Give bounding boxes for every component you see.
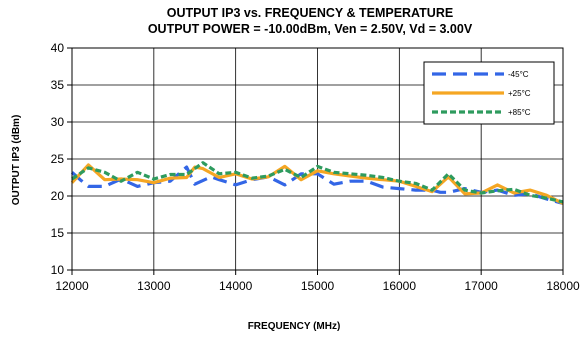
x-tick-label-3: 15000 (301, 279, 335, 293)
x-tick-label-4: 16000 (383, 279, 417, 293)
legend-label-1: +25°C (508, 89, 531, 98)
chart-title-line1: OUTPUT IP3 vs. FREQUENCY & TEMPERATURE (167, 6, 453, 20)
y-tick-label-0: 10 (51, 263, 65, 277)
y-tick-label-2: 20 (51, 189, 65, 203)
x-tick-label-2: 14000 (219, 279, 253, 293)
chart-title-line2: OUTPUT POWER = -10.00dBm, Ven = 2.50V, V… (148, 22, 473, 36)
x-tick-label-6: 18000 (546, 279, 580, 293)
y-axis-title: OUTPUT IP3 (dBm) (11, 115, 22, 206)
y-tick-label-6: 40 (51, 41, 65, 55)
series-line-1 (70, 163, 564, 205)
y-tick-label-1: 15 (51, 226, 65, 240)
x-tick-label-1: 13000 (137, 279, 171, 293)
legend-label-0: -45°C (508, 70, 529, 79)
x-tick-label-0: 12000 (55, 279, 89, 293)
y-tick-label-5: 35 (51, 78, 65, 92)
legend-label-2: +85°C (508, 108, 531, 117)
y-tick-label-3: 25 (51, 152, 65, 166)
x-tick-label-5: 17000 (464, 279, 498, 293)
y-tick-label-4: 30 (51, 115, 65, 129)
series-line-2 (71, 161, 564, 204)
x-axis-title: FREQUENCY (MHz) (248, 321, 341, 332)
